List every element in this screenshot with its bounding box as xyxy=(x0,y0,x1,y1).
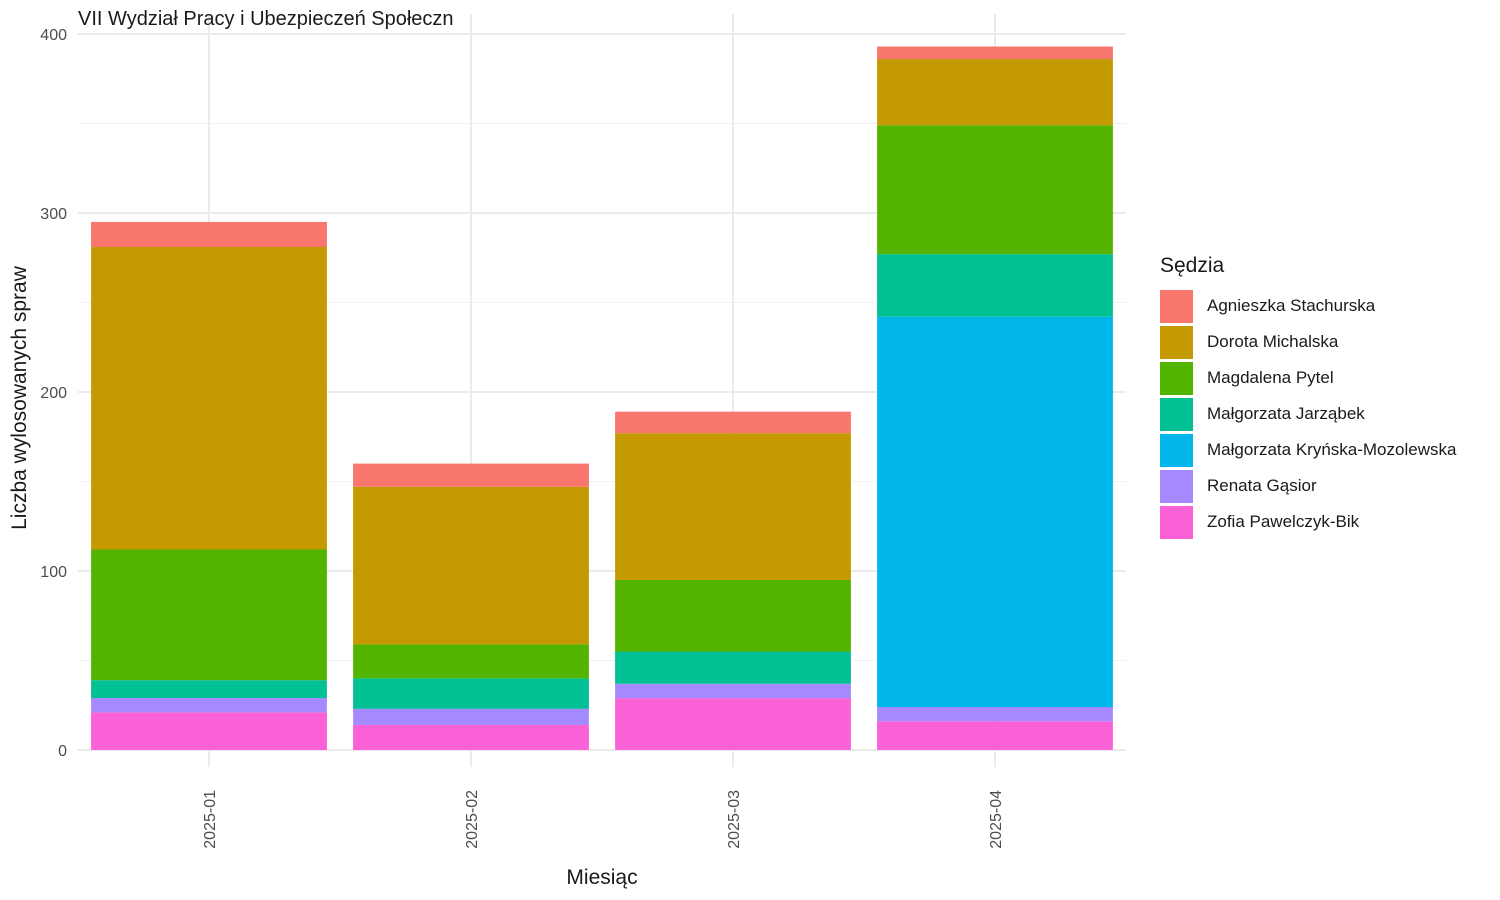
legend-label: Dorota Michalska xyxy=(1207,332,1339,351)
bar-segment xyxy=(615,433,851,580)
legend-label: Agnieszka Stachurska xyxy=(1207,296,1376,315)
bar-segment xyxy=(91,221,327,248)
x-tick-label: 2025-03 xyxy=(726,790,743,849)
bar-segment xyxy=(353,724,589,750)
bar-segment xyxy=(877,254,1113,317)
y-tick-label: 100 xyxy=(40,564,67,581)
bars xyxy=(91,46,1113,750)
legend-items: Agnieszka Stachurska Dorota Michalska Magd… xyxy=(1160,288,1456,540)
bar-segment xyxy=(353,678,589,709)
x-tick-label: 2025-02 xyxy=(464,790,481,849)
legend-key xyxy=(1160,433,1193,467)
bar-segment xyxy=(91,698,327,713)
bar-segment xyxy=(877,59,1113,126)
legend-item: Zofia Pawelczyk-Bik xyxy=(1160,504,1456,540)
bar-segment xyxy=(353,644,589,679)
legend-key xyxy=(1160,361,1193,395)
legend-key xyxy=(1160,505,1193,539)
bar-segment xyxy=(877,125,1113,255)
bar-segment xyxy=(615,698,851,750)
bar-segment xyxy=(91,680,327,699)
legend-label: Renata Gąsior xyxy=(1207,476,1317,495)
bar-segment xyxy=(91,712,327,750)
x-tick-labels: 2025-01 2025-02 2025-03 2025-04 xyxy=(202,790,1005,849)
legend-key xyxy=(1160,325,1193,359)
bar-segment xyxy=(91,549,327,681)
legend-item: Magdalena Pytel xyxy=(1160,360,1456,396)
bar-segment xyxy=(615,683,851,699)
legend-label: Małgorzata Kryńska-Mozolewska xyxy=(1207,440,1457,459)
bar-segment xyxy=(615,651,851,684)
legend-item: Renata Gąsior xyxy=(1160,468,1456,504)
legend-item: Małgorzata Jarząbek xyxy=(1160,396,1456,432)
x-axis-label: Miesiąc xyxy=(566,866,638,889)
bar-segment xyxy=(877,316,1113,708)
legend-label: Zofia Pawelczyk-Bik xyxy=(1207,512,1360,531)
legend-label: Magdalena Pytel xyxy=(1207,368,1334,387)
legend-item: Małgorzata Kryńska-Mozolewska xyxy=(1160,432,1456,468)
bar-segment xyxy=(615,411,851,434)
bar-segment xyxy=(353,486,589,645)
y-tick-labels: 0 100 200 300 400 xyxy=(40,27,67,760)
legend-key xyxy=(1160,469,1193,503)
legend-key xyxy=(1160,397,1193,431)
legend-label: Małgorzata Jarząbek xyxy=(1207,404,1365,423)
y-tick-label: 0 xyxy=(58,743,67,760)
y-tick-label: 300 xyxy=(40,206,67,223)
bar-segment xyxy=(877,46,1113,60)
legend-key xyxy=(1160,289,1193,323)
bar-segment xyxy=(615,579,851,652)
x-tick-label: 2025-01 xyxy=(202,790,219,849)
y-tick-label: 400 xyxy=(40,27,67,44)
bar-segment xyxy=(353,708,589,725)
legend-item: Agnieszka Stachurska xyxy=(1160,288,1456,324)
bar-segment xyxy=(877,721,1113,750)
legend-title: Sędzia xyxy=(1160,254,1225,277)
bar-segment xyxy=(353,463,589,487)
y-tick-label: 200 xyxy=(40,385,67,402)
bar-segment xyxy=(91,247,327,550)
chart-title: VII Wydział Pracy i Ubezpieczeń Społeczn xyxy=(78,8,454,30)
bar-segment xyxy=(877,707,1113,722)
x-tick-label: 2025-04 xyxy=(988,790,1005,849)
legend-item: Dorota Michalska xyxy=(1160,324,1456,360)
legend: Sędzia Agnieszka Stachurska Dorota Michal… xyxy=(1160,254,1456,540)
y-axis-label: Liczba wylosowanych spraw xyxy=(8,266,31,530)
